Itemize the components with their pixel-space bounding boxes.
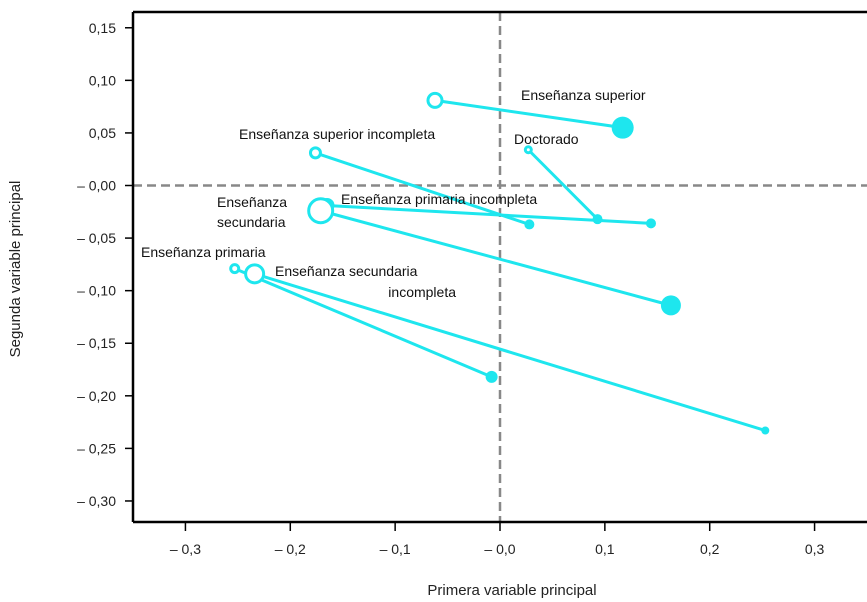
y-tick-label: 0,15 bbox=[89, 20, 116, 36]
connector-line bbox=[320, 209, 672, 307]
y-tick-label: – 0,25 bbox=[77, 440, 116, 456]
connector-line bbox=[314, 151, 530, 226]
y-tick-label: – 0,10 bbox=[77, 283, 116, 299]
tick-layer: 0,15 0,10 0,05 – 0,00 – 0,05 – 0,10 – 0,15 – 0,… bbox=[77, 20, 824, 557]
filled-point bbox=[524, 219, 535, 230]
connector-line bbox=[527, 148, 599, 221]
plot-frame bbox=[131, 10, 867, 524]
open-point bbox=[308, 146, 322, 160]
y-tick-label: – 0,00 bbox=[77, 178, 116, 194]
x-axis-title: Primera variable principal bbox=[427, 582, 596, 599]
point-label: Enseñanza superior incompleta bbox=[239, 126, 435, 142]
y-tick-label: 0,05 bbox=[89, 125, 116, 141]
open-point bbox=[307, 197, 335, 225]
connector-line bbox=[234, 267, 493, 379]
filled-point bbox=[611, 116, 634, 139]
point-label: Enseñanza secundaria bbox=[217, 194, 287, 230]
filled-point bbox=[485, 370, 498, 383]
filled-point bbox=[761, 426, 770, 435]
point-label: Doctorado bbox=[514, 131, 579, 147]
open-point bbox=[229, 263, 241, 275]
y-tick-label: – 0,15 bbox=[77, 335, 116, 351]
y-tick-label: – 0,05 bbox=[77, 230, 116, 246]
open-point bbox=[426, 91, 444, 109]
y-tick-label: – 0,20 bbox=[77, 388, 116, 404]
connector-line bbox=[254, 272, 766, 432]
y-tick-label: 0,10 bbox=[89, 72, 116, 88]
x-tick-label: – 0,2 bbox=[275, 541, 306, 557]
x-tick-label: – 0,1 bbox=[380, 541, 411, 557]
x-tick-label: – 0,0 bbox=[484, 541, 515, 557]
x-tick-label: – 0,3 bbox=[170, 541, 201, 557]
filled-point bbox=[660, 295, 681, 316]
point-label-line: Enseñanza bbox=[217, 194, 287, 210]
point-label-layer: Enseñanza superior Enseñanza superior inc… bbox=[141, 87, 646, 300]
y-tick-label: – 0,30 bbox=[77, 493, 116, 509]
point-label: Enseñanza secundaria incompleta bbox=[275, 263, 456, 300]
point-label: Enseñanza primaria bbox=[141, 244, 266, 260]
filled-point bbox=[645, 218, 656, 229]
point-layer bbox=[229, 91, 770, 435]
open-point bbox=[244, 263, 266, 285]
reference-lines bbox=[133, 12, 867, 522]
y-axis-title: Segunda variable principal bbox=[7, 181, 24, 358]
point-label-line: secundaria bbox=[217, 214, 286, 230]
point-label: Enseñanza primaria incompleta bbox=[341, 191, 537, 207]
connector-line bbox=[434, 98, 623, 130]
point-label-line: incompleta bbox=[388, 284, 456, 300]
connector-line bbox=[326, 203, 652, 225]
x-tick-label: 0,1 bbox=[595, 541, 615, 557]
x-tick-label: 0,2 bbox=[700, 541, 720, 557]
x-tick-label: 0,3 bbox=[805, 541, 825, 557]
filled-point bbox=[592, 214, 603, 225]
point-label: Enseñanza superior bbox=[521, 87, 646, 103]
open-point bbox=[523, 145, 533, 155]
point-label-line: Enseñanza secundaria bbox=[275, 263, 418, 279]
